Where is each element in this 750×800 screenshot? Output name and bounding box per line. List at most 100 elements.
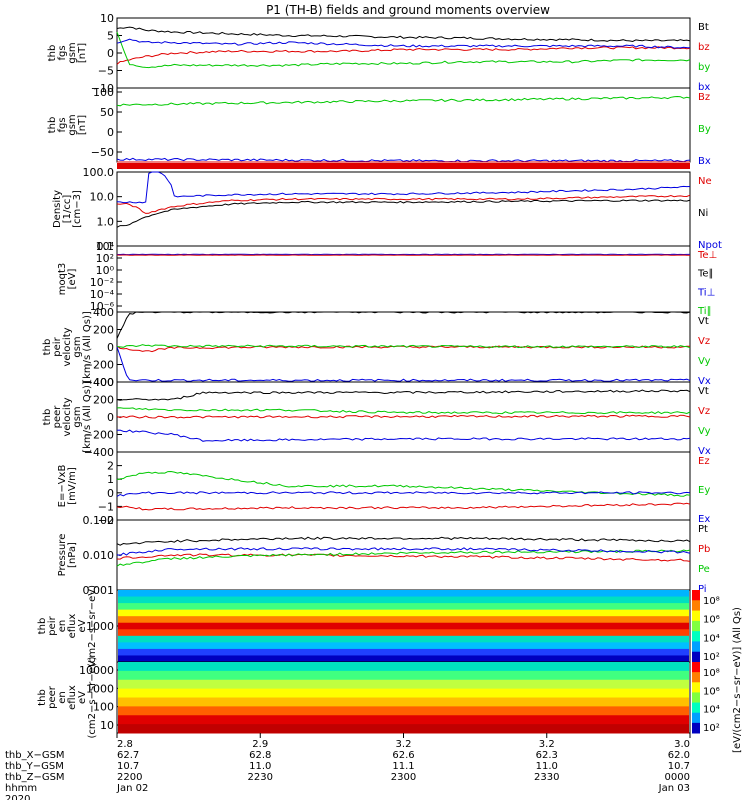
y-tick-label: 10000 — [79, 664, 114, 677]
legend-Ey: Ey — [698, 485, 710, 496]
panel-ylabel: thbfgsgsm[nT] — [47, 42, 88, 63]
spectrogram-band — [118, 609, 689, 617]
ylabel-line: thb — [37, 689, 48, 706]
colorbar-label: 10⁴ — [703, 633, 720, 644]
x-year: 2020 — [5, 794, 30, 800]
legend-Bx: Bx — [698, 156, 711, 167]
series-Vx — [116, 346, 691, 382]
spectrogram-band — [118, 679, 689, 690]
ylabel-line: velocity — [62, 397, 73, 436]
x-tick-label: 2.8 — [117, 739, 133, 750]
ylabel-line: thb — [47, 45, 58, 62]
colorbar-segment — [692, 662, 700, 673]
legend-Vz: Vz — [698, 406, 710, 417]
series-Ne — [116, 194, 691, 214]
y-tick-label: 1000 — [86, 620, 114, 633]
series-Ey — [116, 470, 691, 497]
y-tick-label: 10⁻⁶ — [90, 300, 115, 313]
ylabel-line: eV — [77, 691, 88, 704]
colorbar-segment — [692, 702, 700, 714]
ylabel-line: gsm — [67, 114, 78, 135]
ylabel-line: [nT] — [77, 115, 88, 135]
x-row-label: thb_X−GSM — [5, 750, 65, 761]
ylabel-line: en — [57, 691, 68, 704]
x-row-value: 10.7 — [668, 761, 690, 772]
ylabel-line: E=−VxB — [57, 465, 68, 508]
legend-By: By — [698, 124, 711, 135]
colorbar-segment — [692, 722, 700, 734]
y-tick-label: 0.1 — [97, 240, 115, 253]
colorbar-label: 10⁴ — [703, 705, 720, 716]
ylabel-line: thb — [37, 618, 48, 635]
x-tick-label: 3.2 — [539, 739, 555, 750]
colorbar-label: 10² — [703, 723, 720, 734]
y-tick-label: 0 — [107, 126, 114, 139]
colorbar-segment — [692, 631, 700, 642]
colorbar-segment — [692, 692, 700, 704]
ylabel-line: eflux — [67, 614, 78, 639]
y-tick-label: 10⁰ — [96, 264, 115, 277]
y-tick-label: 10 — [100, 719, 114, 732]
series-Ex — [116, 491, 691, 497]
legend-Bz: Bz — [698, 92, 710, 103]
colorbar-segment — [692, 712, 700, 724]
colorbar-segment — [692, 672, 700, 683]
legend-Bt: Bt — [698, 22, 709, 33]
y-tick-label: 0.001 — [83, 584, 115, 597]
legend-Ti∥: Ti∥ — [697, 306, 712, 317]
series-Ez — [116, 502, 691, 511]
y-tick-label: 100 — [93, 701, 114, 714]
colorbar-segment — [692, 620, 700, 632]
spectrogram-band — [118, 603, 689, 611]
ylabel-line: Pressure — [57, 534, 68, 577]
series-Bt — [116, 26, 691, 43]
ylabel-line: [km/s (All Qs)] — [82, 311, 93, 383]
spectrogram-band — [118, 596, 689, 604]
legend-Vy: Vy — [698, 426, 711, 437]
legend-Vy: Vy — [698, 356, 711, 367]
panel-ylabel: thbpeirenefluxeV(cm2−s−sr−eV) — [37, 585, 98, 667]
x-row-value: 11.0 — [536, 761, 558, 772]
panel-frame — [116, 171, 691, 247]
ylabel-line: fgs — [57, 45, 68, 60]
legend-Ex: Ex — [698, 514, 710, 525]
legend-Vz: Vz — [698, 336, 710, 347]
colorbar-segment — [692, 651, 700, 663]
series-Ni — [116, 199, 691, 228]
x-row-label: thb_Z−GSM — [5, 772, 65, 783]
colorbar-segment — [692, 682, 700, 693]
ylabel-line: peer — [52, 405, 63, 429]
x-row-value: 2230 — [248, 772, 273, 783]
y-tick-label: −2 — [98, 514, 114, 527]
ylabel-line: eV — [77, 619, 88, 632]
ylabel-line: [km/s (All Qs)] — [82, 381, 93, 453]
y-tick-label: 100.0 — [83, 166, 115, 179]
colorbar-title: [eV/(cm2−s−sr−eV)] (All Qs) — [732, 607, 743, 753]
y-tick-label: 50 — [100, 106, 114, 119]
spectrogram-band — [118, 715, 689, 725]
spectrogram-band — [118, 622, 689, 630]
colorbar-label: 10⁶ — [703, 615, 720, 626]
legend-Vx: Vx — [698, 376, 711, 387]
spectrogram-band — [118, 697, 689, 707]
y-tick-label: 0 — [107, 411, 114, 424]
series-By — [116, 95, 691, 107]
legend-Ne: Ne — [698, 176, 712, 187]
ylabel-line: thb — [47, 117, 58, 134]
ylabel-line: [1/cc] — [62, 195, 73, 224]
y-tick-label: 1000 — [86, 682, 114, 695]
legend-Pe: Pe — [698, 564, 710, 575]
colorbar-label: 10⁸ — [703, 596, 720, 607]
series-Pt — [116, 536, 691, 546]
y-tick-label: −5 — [98, 65, 114, 78]
spectrogram-band — [118, 616, 689, 624]
ylabel-line: thb — [42, 339, 53, 356]
series-Vy — [116, 407, 691, 415]
series-Vy — [116, 344, 691, 349]
ylabel-line: eflux — [67, 685, 78, 710]
series-Vz — [116, 345, 690, 353]
y-tick-label: −400 — [84, 376, 114, 389]
panel-ylabel: E=−VxB[mV/m] — [57, 465, 78, 508]
spectrogram-band — [118, 655, 689, 663]
y-tick-label: 400 — [93, 376, 114, 389]
